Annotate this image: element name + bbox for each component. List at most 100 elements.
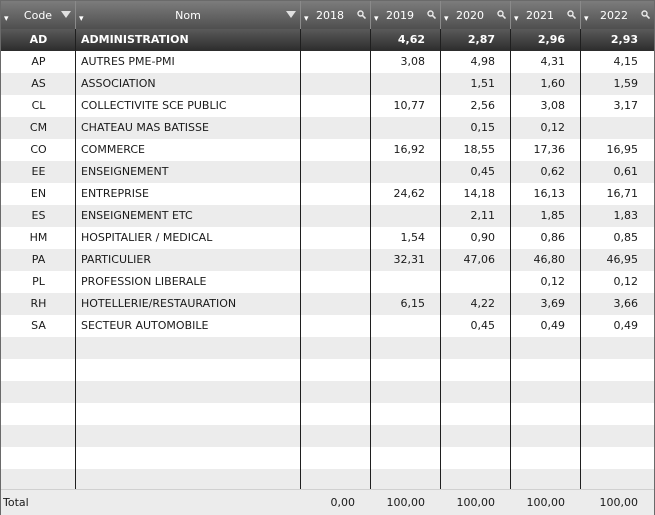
column-header-2021[interactable]: ▾ 2021 (511, 1, 581, 29)
cell-2020: 1,51 (470, 77, 496, 90)
column-divider[interactable] (75, 29, 76, 489)
sort-handle-icon[interactable]: ▾ (304, 14, 309, 24)
table-row[interactable]: SA SECTEUR AUTOMOBILE 0,45 0,49 0,49 (1, 315, 654, 337)
cell-code: AP (31, 55, 46, 68)
column-header-2019[interactable]: ▾ 2019 (371, 1, 441, 29)
cell-nom: COMMERCE (81, 143, 145, 156)
cell-nom: CHATEAU MAS BATISSE (81, 121, 209, 134)
column-header-2018[interactable]: ▾ 2018 (301, 1, 371, 29)
column-divider[interactable] (370, 29, 371, 489)
cell-2018 (301, 183, 371, 205)
column-divider[interactable] (580, 29, 581, 489)
cell-2022: 16,95 (606, 143, 639, 156)
cell-2022: 0,49 (613, 319, 639, 332)
cell-2018 (301, 161, 371, 183)
column-divider[interactable] (510, 29, 511, 489)
table-row[interactable]: ES ENSEIGNEMENT ETC 2,11 1,85 1,83 (1, 205, 654, 227)
cell-2021: 3,08 (540, 99, 566, 112)
cell-2022: 4,15 (613, 55, 639, 68)
empty-row (1, 381, 654, 403)
cell-2018 (301, 315, 371, 337)
table-row[interactable]: EE ENSEIGNEMENT 0,45 0,62 0,61 (1, 161, 654, 183)
cell-2019 (371, 161, 441, 183)
sort-handle-icon[interactable]: ▾ (584, 14, 589, 24)
column-header-code-label: Code (23, 9, 53, 22)
table-row[interactable]: EN ENTREPRISE 24,62 14,18 16,13 16,71 (1, 183, 654, 205)
sort-handle-icon[interactable]: ▾ (79, 14, 84, 24)
cell-2019 (371, 315, 441, 337)
table-row[interactable]: HM HOSPITALIER / MEDICAL 1,54 0,90 0,86 … (1, 227, 654, 249)
cell-2021: 46,80 (533, 253, 566, 266)
sort-handle-icon[interactable]: ▾ (444, 14, 449, 24)
cell-2020: 2,11 (470, 209, 496, 222)
table-row[interactable]: CM CHATEAU MAS BATISSE 0,15 0,12 (1, 117, 654, 139)
table-row[interactable]: CL COLLECTIVITE SCE PUBLIC 10,77 2,56 3,… (1, 95, 654, 117)
totals-label: Total (3, 496, 29, 509)
cell-nom: COLLECTIVITE SCE PUBLIC (81, 99, 227, 112)
cell-code: RH (30, 297, 47, 310)
cell-code: CM (29, 121, 48, 134)
cell-2020: 2,56 (470, 99, 496, 112)
sort-handle-icon[interactable]: ▾ (514, 14, 519, 24)
cell-2021: 0,12 (540, 121, 566, 134)
cell-2020: 4,98 (470, 55, 496, 68)
search-icon[interactable] (427, 10, 436, 19)
cell-nom: HOTELLERIE/RESTAURATION (81, 297, 237, 310)
cell-2020: 4,22 (470, 297, 496, 310)
cell-2019: 32,31 (393, 253, 426, 266)
search-icon[interactable] (641, 10, 650, 19)
table-row[interactable]: AD ADMINISTRATION 4,62 2,87 2,96 2,93 (1, 29, 654, 51)
filter-icon[interactable] (286, 11, 296, 18)
empty-row (1, 403, 654, 425)
cell-2022: 0,85 (613, 231, 639, 244)
cell-nom: ASSOCIATION (81, 77, 156, 90)
cell-2022 (581, 117, 654, 139)
cell-2021: 0,86 (540, 231, 566, 244)
table-row[interactable]: PA PARTICULIER 32,31 47,06 46,80 46,95 (1, 249, 654, 271)
column-header-2018-label: 2018 (316, 9, 344, 22)
cell-code: PA (31, 253, 46, 266)
cell-2018 (301, 293, 371, 315)
cell-code: AD (29, 33, 48, 46)
cell-2020: 14,18 (463, 187, 496, 200)
table-row[interactable]: RH HOTELLERIE/RESTAURATION 6,15 4,22 3,6… (1, 293, 654, 315)
cell-2020 (441, 271, 511, 293)
cell-2018 (301, 29, 371, 51)
column-header-2020[interactable]: ▾ 2020 (441, 1, 511, 29)
empty-row (1, 447, 654, 469)
sort-handle-icon[interactable]: ▾ (374, 14, 379, 24)
search-icon[interactable] (567, 10, 576, 19)
column-header-code[interactable]: ▾ Code (1, 1, 76, 29)
filter-icon[interactable] (61, 11, 71, 18)
cell-nom: PROFESSION LIBERALE (81, 275, 207, 288)
search-icon[interactable] (357, 10, 366, 19)
cell-2020: 0,45 (470, 319, 496, 332)
cell-2019 (371, 73, 441, 95)
totals-row: Total 0,00 100,00 100,00 100,00 100,00 (1, 489, 654, 515)
cell-2018 (301, 249, 371, 271)
cell-2021: 4,31 (540, 55, 566, 68)
cell-2019: 16,92 (393, 143, 426, 156)
sort-handle-icon[interactable]: ▾ (4, 14, 9, 24)
column-header-2022[interactable]: ▾ 2022 (581, 1, 654, 29)
cell-2018 (301, 51, 371, 73)
table-row[interactable]: AS ASSOCIATION 1,51 1,60 1,59 (1, 73, 654, 95)
cell-nom: ENTREPRISE (81, 187, 149, 200)
column-header-nom[interactable]: ▾ Nom (76, 1, 301, 29)
search-icon[interactable] (497, 10, 506, 19)
column-divider[interactable] (300, 29, 301, 489)
cell-2021: 1,85 (540, 209, 566, 222)
total-2022: 100,00 (599, 496, 639, 509)
column-divider[interactable] (440, 29, 441, 489)
table-row[interactable]: CO COMMERCE 16,92 18,55 17,36 16,95 (1, 139, 654, 161)
cell-code: EN (30, 187, 47, 200)
cell-code: ES (31, 209, 46, 222)
cell-2018 (301, 73, 371, 95)
table-row[interactable]: PL PROFESSION LIBERALE 0,12 0,12 (1, 271, 654, 293)
table-row[interactable]: AP AUTRES PME-PMI 3,08 4,98 4,31 4,15 (1, 51, 654, 73)
total-2021: 100,00 (526, 496, 566, 509)
cell-nom: ADMINISTRATION (81, 33, 189, 46)
cell-2018 (301, 205, 371, 227)
cell-2019: 24,62 (393, 187, 426, 200)
